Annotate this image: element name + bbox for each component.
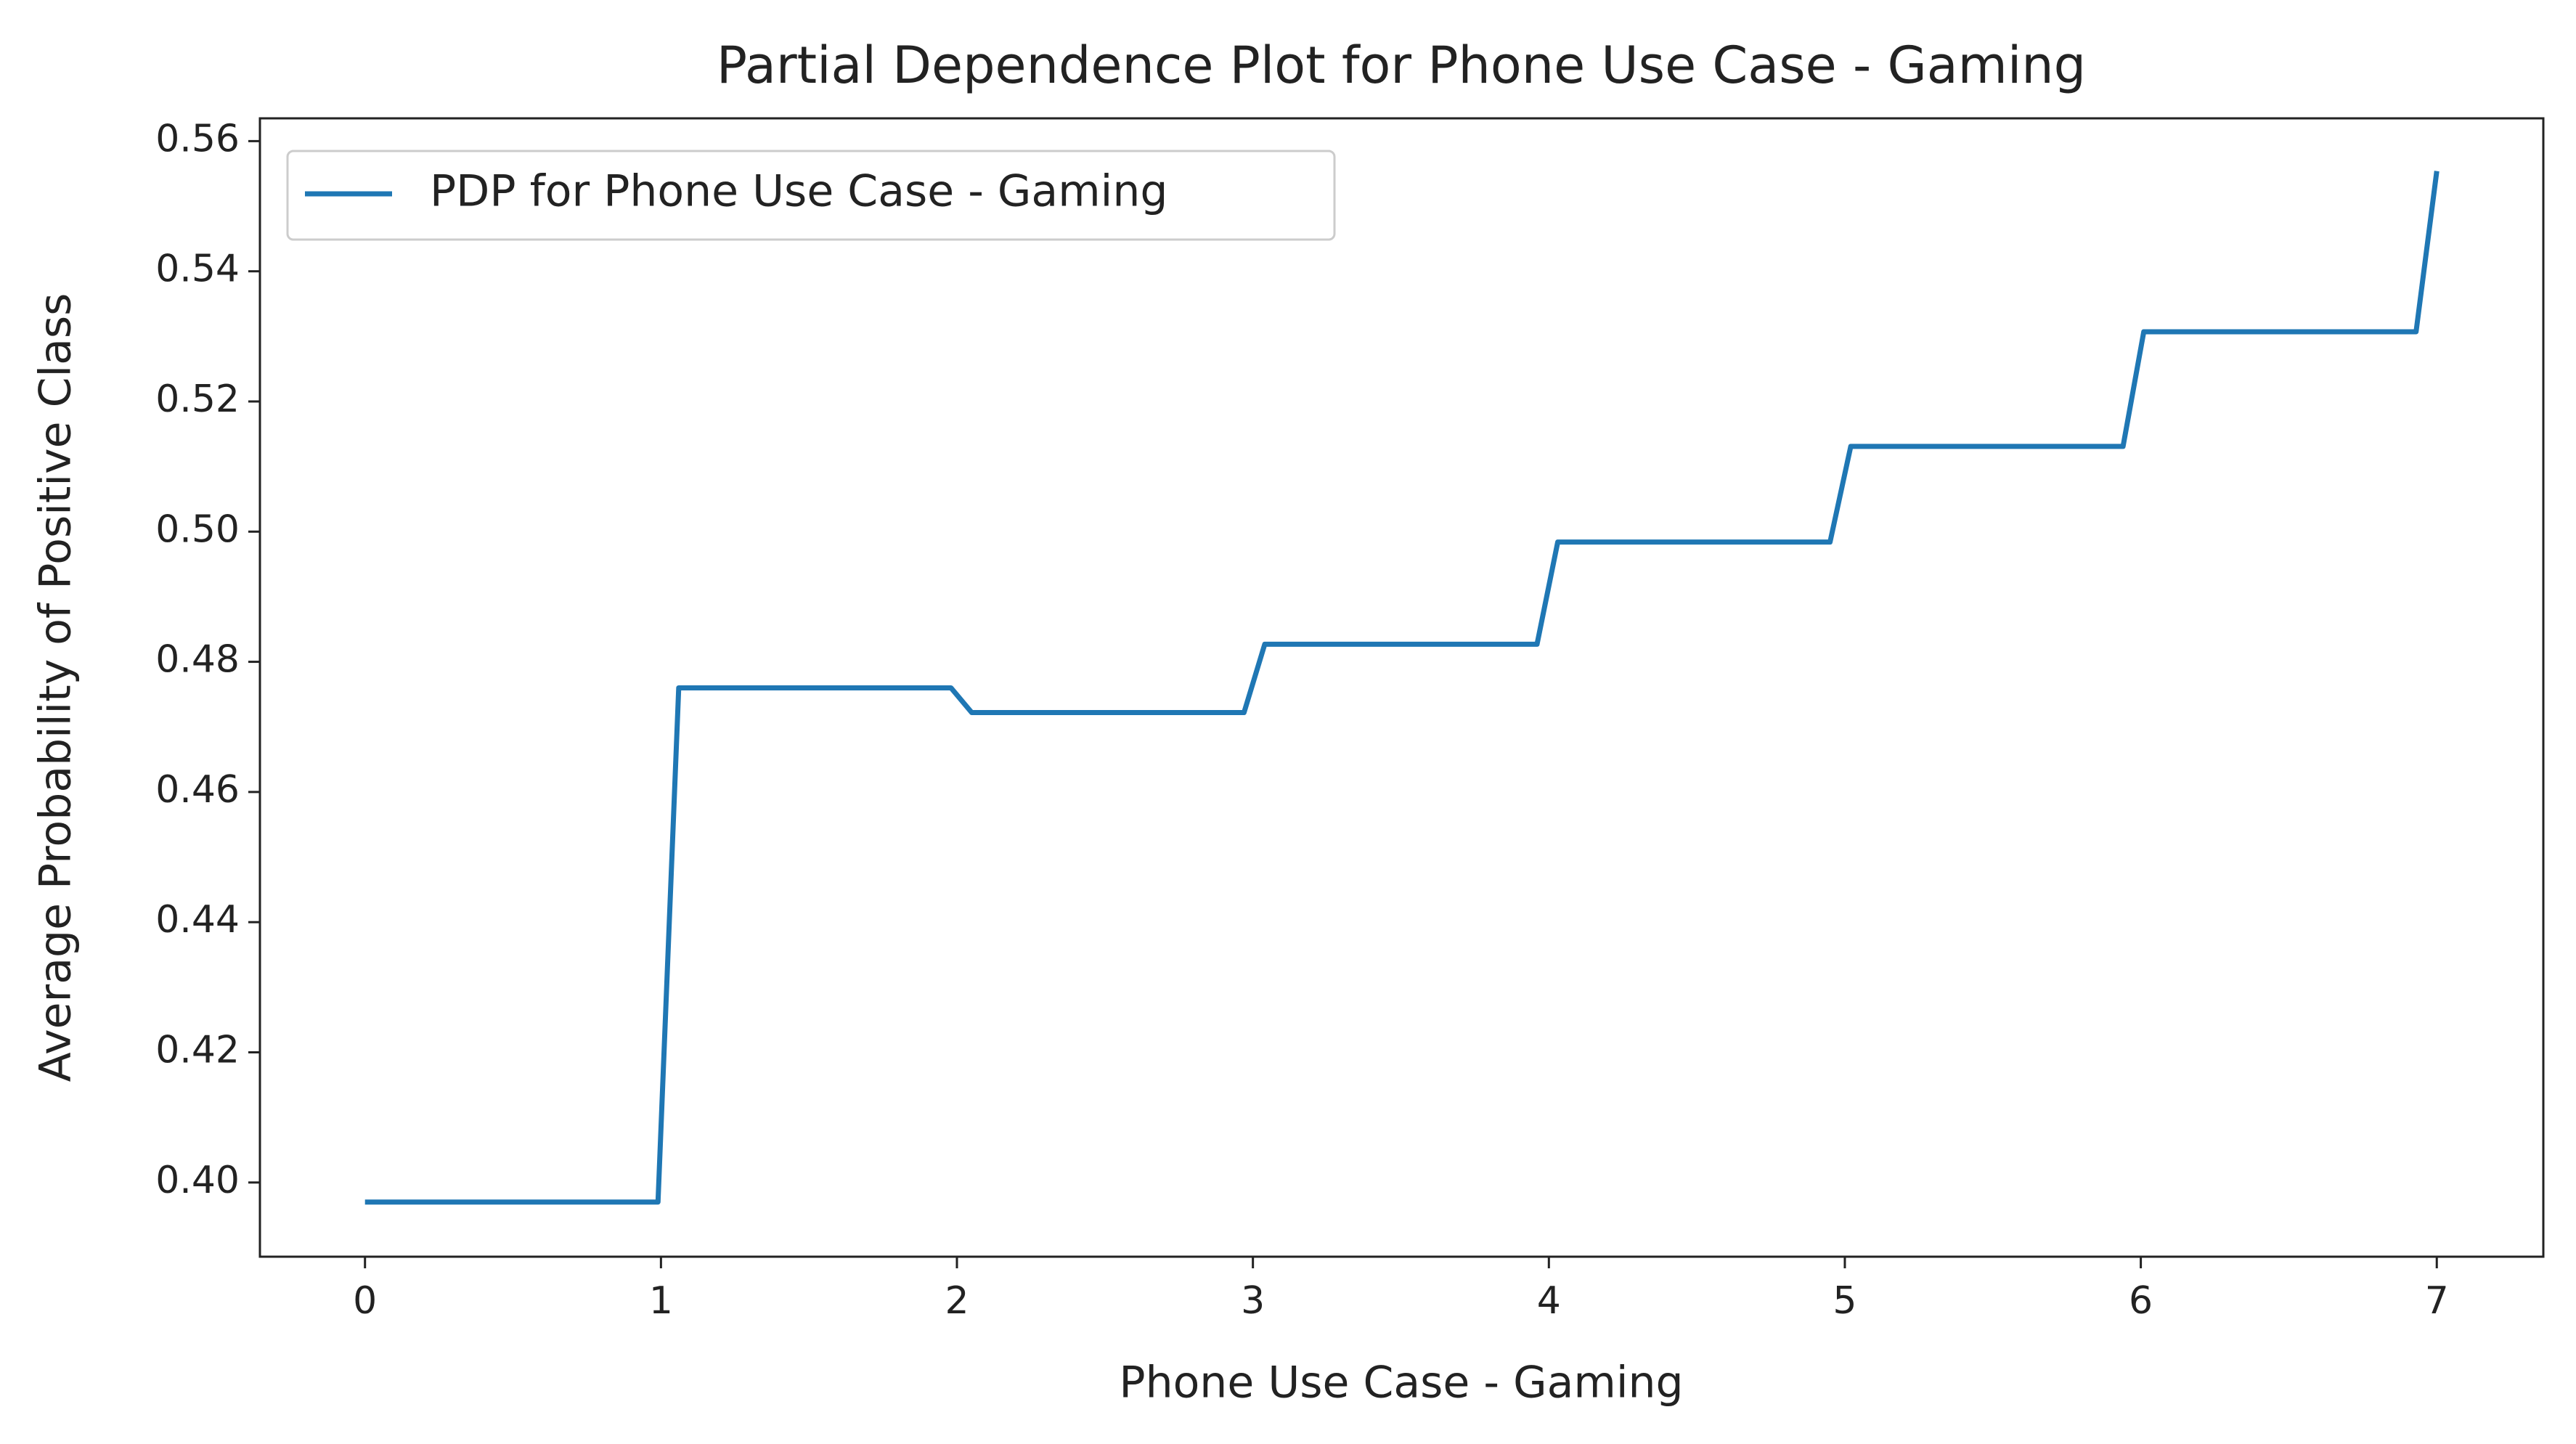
legend-box — [286, 150, 1336, 241]
y-axis-label: Average Probability of Positive Class — [30, 293, 81, 1082]
x-tick-label: 7 — [2425, 1279, 2449, 1323]
x-tick-label: 6 — [2129, 1279, 2153, 1323]
y-tick-label: 0.56 — [155, 117, 240, 160]
x-tick-label: 1 — [649, 1279, 673, 1323]
data-line — [364, 171, 2440, 1205]
plot-frame — [258, 117, 2545, 1258]
legend-label: PDP for Phone Use Case - Gaming — [430, 166, 1167, 217]
chart-title: Partial Dependence Plot for Phone Use Ca… — [717, 36, 2086, 95]
x-tick-label: 4 — [1537, 1279, 1561, 1323]
x-tick-label: 5 — [1833, 1279, 1856, 1323]
x-axis-label: Phone Use Case - Gaming — [1119, 1358, 1683, 1408]
y-tick-label: 0.40 — [155, 1159, 240, 1202]
x-tick-label: 3 — [1241, 1279, 1265, 1323]
x-tick-label: 0 — [353, 1279, 377, 1323]
y-tick-label: 0.52 — [155, 378, 240, 421]
y-tick-label: 0.42 — [155, 1028, 240, 1072]
y-tick-label: 0.54 — [155, 248, 240, 291]
y-tick-label: 0.46 — [155, 768, 240, 812]
y-tick-label: 0.44 — [155, 898, 240, 942]
y-tick-label: 0.48 — [155, 638, 240, 682]
x-tick-label: 2 — [945, 1279, 969, 1323]
y-tick-label: 0.50 — [155, 507, 240, 551]
